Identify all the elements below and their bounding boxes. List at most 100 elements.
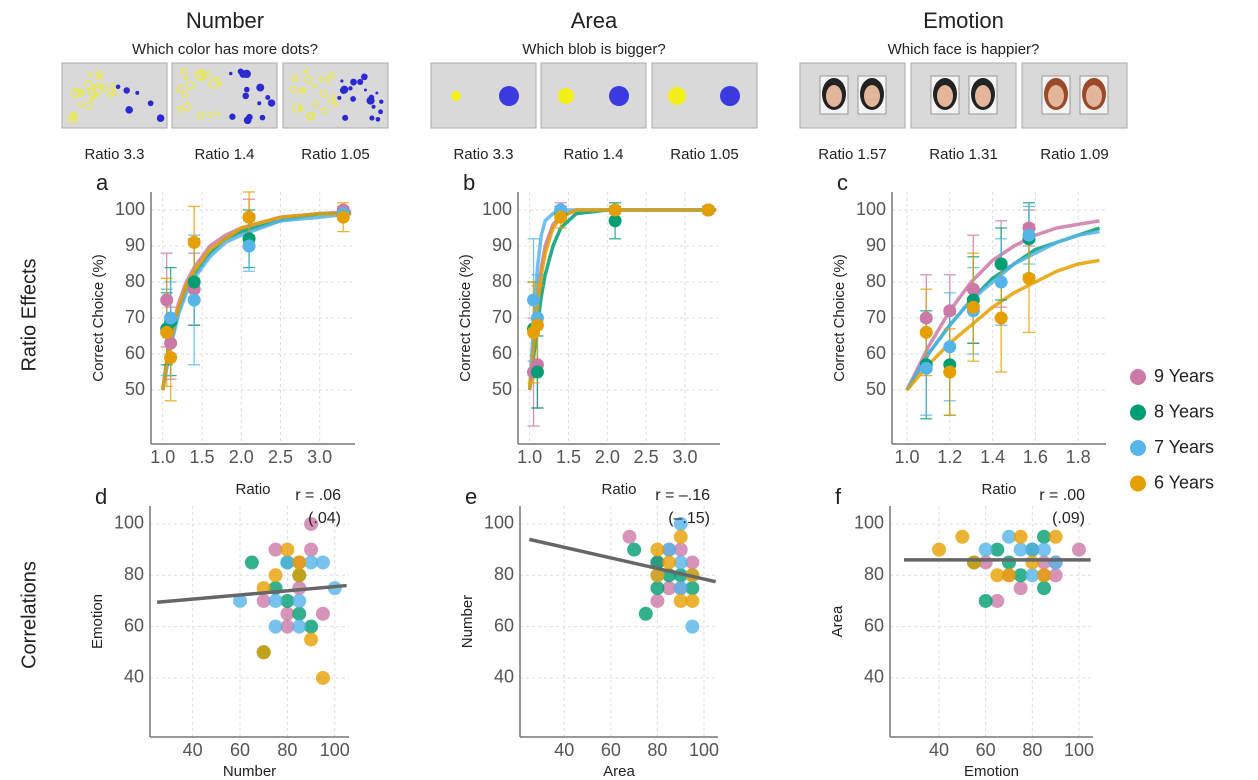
- data-point: [280, 593, 295, 608]
- legend-label: 7 Years: [1154, 437, 1214, 457]
- stimulus-dot: [368, 94, 375, 101]
- stimulus-dot: [318, 76, 325, 82]
- data-point: [164, 351, 178, 365]
- stimulus-box: [1021, 62, 1128, 129]
- stimulus-dot: [183, 76, 189, 81]
- stimulus-dot: [375, 91, 379, 95]
- row-label: Correlations: [18, 561, 40, 669]
- x-tick-label: 2.5: [268, 447, 293, 467]
- stimulus-dot: [361, 73, 368, 81]
- stimulus-blob: [720, 86, 740, 106]
- y-tick-label: 60: [492, 343, 512, 363]
- data-point: [292, 606, 307, 621]
- face: [864, 85, 880, 107]
- stimulus-dot: [125, 106, 133, 114]
- data-point: [662, 542, 677, 557]
- data-point: [1025, 555, 1040, 570]
- data-point: [994, 275, 1008, 289]
- x-tick-label: 80: [277, 740, 297, 760]
- stimulus-dot: [320, 89, 329, 98]
- data-point: [1002, 529, 1016, 544]
- data-point: [966, 300, 980, 314]
- ratio-label: Ratio 1.57: [818, 146, 886, 163]
- column-title: Emotion: [923, 8, 1004, 33]
- data-point: [164, 311, 178, 325]
- data-point: [292, 568, 307, 583]
- panel-label: f: [835, 484, 842, 509]
- x-axis-title: Ratio: [601, 481, 636, 498]
- data-point: [160, 293, 174, 307]
- stimulus-box: [799, 62, 906, 129]
- stimulus-box: [540, 62, 647, 129]
- stimulus-dot: [337, 95, 342, 100]
- stimulus-dot: [328, 97, 336, 105]
- column-title: Number: [186, 8, 264, 33]
- data-point: [650, 568, 665, 583]
- face: [826, 85, 842, 107]
- stimulus-dot: [242, 92, 250, 100]
- y-tick-label: 40: [124, 667, 144, 687]
- y-tick-label: 60: [124, 615, 144, 635]
- stimulus-dot: [340, 79, 344, 83]
- data-point: [673, 581, 688, 596]
- x-tick-label: 60: [601, 740, 621, 760]
- stimulus-dot: [198, 70, 206, 77]
- stimulus-blob: [558, 88, 574, 104]
- legend-label: 9 Years: [1154, 366, 1214, 386]
- y-tick-label: 100: [484, 513, 514, 533]
- ratio-label: Ratio 1.31: [929, 146, 997, 163]
- data-point: [1022, 228, 1036, 242]
- x-tick-label: 2.0: [595, 447, 620, 467]
- stimulus-dot: [340, 85, 349, 94]
- stimulus-dot: [196, 111, 205, 120]
- stimulus-dot: [84, 101, 93, 110]
- legend-swatch: [1130, 475, 1146, 492]
- stimulus-dot: [147, 100, 154, 107]
- stimulus-dot: [206, 112, 213, 119]
- data-point: [1013, 568, 1028, 583]
- stimulus-dot: [109, 83, 117, 91]
- stimulus-dot: [325, 76, 332, 83]
- stimulus-dot: [378, 109, 384, 115]
- stimulus-dot: [298, 105, 305, 112]
- y-tick-label: 60: [125, 343, 145, 363]
- stimulus-blob: [451, 91, 461, 101]
- data-point: [1037, 568, 1051, 583]
- data-point: [1037, 529, 1051, 544]
- data-point: [256, 593, 271, 608]
- y-tick-label: 80: [494, 564, 514, 584]
- y-axis-title: Emotion: [89, 594, 106, 649]
- face: [975, 85, 991, 107]
- stimulus-dot: [357, 78, 364, 86]
- x-tick-label: 60: [230, 740, 250, 760]
- stimulus-dot: [237, 68, 244, 75]
- annotation: (–.15): [668, 510, 710, 527]
- x-tick-label: 40: [183, 740, 203, 760]
- data-point: [268, 542, 283, 557]
- data-point: [1048, 568, 1063, 583]
- stimulus-dot: [101, 85, 108, 92]
- stimulus-dot: [96, 74, 103, 80]
- stimulus-blob: [609, 86, 629, 106]
- y-tick-label: 100: [482, 199, 512, 219]
- y-tick-label: 90: [866, 235, 886, 255]
- data-point: [304, 555, 319, 570]
- ratio-label: Ratio 1.4: [194, 146, 254, 163]
- data-point: [685, 555, 700, 570]
- annotation: r = .00: [1039, 487, 1085, 504]
- stimulus-dot: [70, 115, 77, 122]
- data-point: [1048, 555, 1063, 570]
- y-tick-label: 70: [125, 307, 145, 327]
- data-point: [978, 542, 993, 557]
- stimulus-dot: [257, 101, 262, 106]
- x-tick-label: 1.0: [150, 447, 175, 467]
- y-tick-label: 80: [125, 271, 145, 291]
- question: Which color has more dots?: [132, 41, 318, 58]
- y-axis-title: Correct Choice (%): [90, 254, 107, 382]
- legend-swatch: [1130, 369, 1146, 385]
- data-point: [530, 318, 544, 332]
- data-point: [685, 593, 700, 608]
- fit-curve: [905, 229, 1100, 391]
- stimulus-dot: [348, 86, 353, 91]
- data-point: [673, 516, 688, 531]
